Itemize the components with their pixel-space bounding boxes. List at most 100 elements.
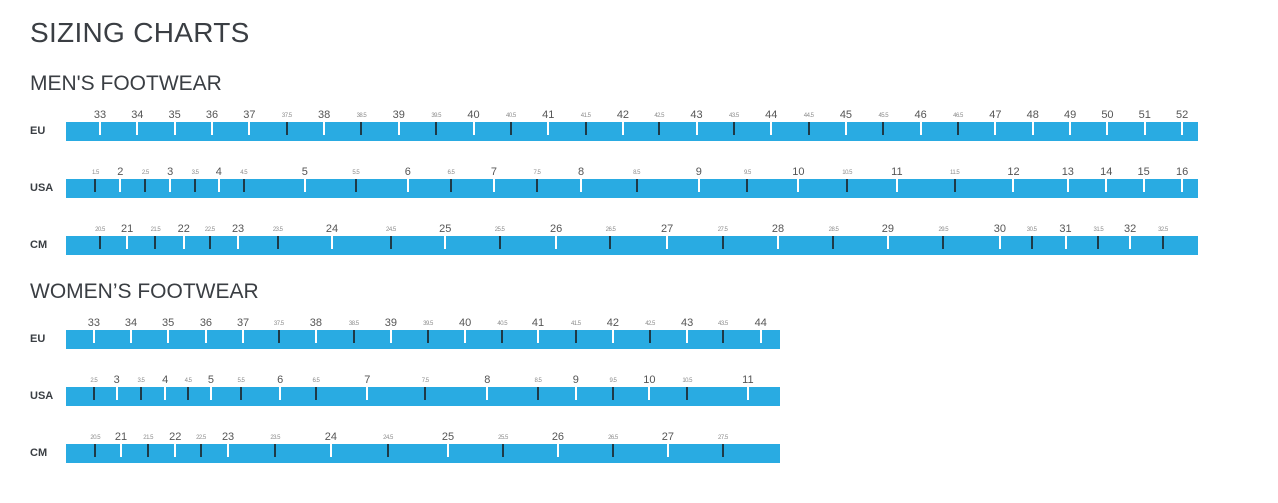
size-tick — [199, 444, 202, 457]
ruler-bar — [66, 387, 780, 406]
size-label: 48 — [1026, 109, 1039, 121]
size-tick — [1064, 236, 1067, 249]
size-label: 25.5 — [494, 227, 505, 233]
size-label: 15 — [1137, 166, 1150, 178]
size-label: 6 — [277, 374, 284, 386]
size-tick — [147, 444, 150, 457]
size-tick — [164, 387, 167, 400]
size-label: 24 — [324, 431, 338, 443]
size-tick — [98, 122, 101, 135]
unit-label-eu: EU — [30, 333, 46, 345]
womens-cm-ruler-row: CM 20.5 21 21.5 22 22.5 23 23.5 24 24.5 25 25.5 26 2… — [0, 431, 1278, 463]
size-label: 43 — [690, 109, 703, 121]
size-tick — [501, 444, 504, 457]
size-label: 42.5 — [654, 113, 664, 119]
size-tick — [366, 387, 369, 400]
size-tick — [648, 387, 651, 400]
size-label: 9.5 — [744, 170, 751, 176]
unit-label-cm: CM — [30, 447, 48, 459]
size-label: 23 — [221, 431, 235, 443]
size-label: 50 — [1101, 109, 1114, 121]
size-tick — [649, 330, 652, 343]
size-tick — [666, 444, 669, 457]
size-label: 40.5 — [506, 113, 516, 119]
size-tick — [314, 330, 317, 343]
size-label: 24.5 — [386, 227, 396, 233]
size-tick — [492, 179, 495, 192]
size-label: 28 — [771, 223, 785, 235]
size-tick — [1181, 122, 1184, 135]
page-title: SIZING CHARTS — [30, 17, 250, 48]
size-tick — [919, 122, 922, 135]
size-label: 41 — [542, 109, 555, 121]
size-tick — [535, 179, 538, 192]
ruler-bar — [66, 122, 1198, 141]
size-tick — [237, 236, 240, 249]
size-label: 47 — [989, 109, 1002, 121]
size-tick — [239, 387, 242, 400]
size-label: 26.5 — [608, 435, 618, 441]
size-label: 44.5 — [803, 113, 814, 119]
section-womens-footwear: WOMEN’S FOOTWEAR EU 33 34 35 36 37 37.5 38 38.5… — [0, 280, 1278, 463]
size-label: 34 — [124, 317, 138, 329]
size-tick — [498, 236, 501, 249]
size-label: 8.5 — [633, 170, 640, 176]
size-label: 42 — [616, 109, 630, 121]
size-tick — [169, 179, 172, 192]
size-labels-strip: 2.5 3 3.5 4 4.5 5 5.5 6 6.5 7 7.5 8 8.5 9 9.5 10 10.5 11 — [66, 374, 780, 387]
size-label: 3 — [113, 374, 120, 386]
size-tick — [126, 236, 129, 249]
size-label: 39.5 — [423, 321, 433, 327]
size-tick — [807, 122, 810, 135]
size-tick — [144, 179, 147, 192]
size-tick — [953, 179, 956, 192]
size-tick — [574, 387, 577, 400]
mens-footwear-heading: MEN'S FOOTWEAR — [30, 72, 222, 95]
size-tick — [360, 122, 363, 135]
size-tick — [509, 122, 512, 135]
size-tick — [154, 236, 157, 249]
womens-eu-size-ruler: 33 34 35 36 37 37.5 38 38.5 39 39.5 40 40.5 41 41.5 42… — [66, 317, 780, 349]
size-tick — [217, 179, 220, 192]
size-tick — [957, 122, 960, 135]
womens-eu-ruler-row: EU 33 34 35 36 37 37.5 38 38.5 39 39.5 40 40.5 41 41.… — [0, 317, 1278, 349]
unit-label-usa: USA — [30, 182, 54, 194]
size-tick — [182, 236, 185, 249]
size-tick — [274, 444, 277, 457]
size-label: 21 — [114, 431, 128, 443]
size-label: 26.5 — [605, 227, 616, 233]
size-label: 14 — [1100, 166, 1113, 178]
womens-footwear-heading: WOMEN’S FOOTWEAR — [30, 280, 259, 303]
size-label: 22 — [169, 431, 182, 443]
size-tick — [1129, 236, 1132, 249]
size-tick — [1181, 179, 1184, 192]
size-tick — [536, 387, 539, 400]
size-tick — [314, 387, 317, 400]
section-mens-footwear: MEN'S FOOTWEAR EU 33 34 35 36 37 37.5 38 38.5 39… — [0, 72, 1278, 255]
size-tick — [895, 179, 898, 192]
size-label: 25.5 — [498, 435, 508, 441]
size-tick — [98, 236, 101, 249]
size-label: 27 — [660, 223, 674, 235]
size-tick — [697, 179, 700, 192]
size-label: 39 — [392, 109, 405, 121]
size-label: 44 — [754, 317, 767, 329]
size-tick — [173, 122, 176, 135]
size-tick — [406, 179, 409, 192]
size-tick — [204, 330, 207, 343]
size-tick — [686, 330, 689, 343]
size-tick — [547, 122, 550, 135]
size-label: 27.5 — [717, 227, 728, 233]
size-label: 43.5 — [718, 321, 728, 327]
size-tick — [397, 122, 400, 135]
size-tick — [721, 330, 724, 343]
size-tick — [387, 444, 389, 457]
unit-label-usa: USA — [30, 390, 54, 402]
size-label: 27.5 — [718, 435, 728, 441]
size-tick — [1069, 122, 1072, 135]
size-tick — [1105, 179, 1108, 192]
size-label: 20.5 — [90, 435, 101, 441]
size-tick — [1031, 122, 1034, 135]
womens-usa-size-ruler: 2.5 3 3.5 4 4.5 5 5.5 6 6.5 7 7.5 8 8.5 9 9.5 10 10.5 11 — [66, 374, 780, 406]
size-label: 25 — [439, 223, 452, 235]
